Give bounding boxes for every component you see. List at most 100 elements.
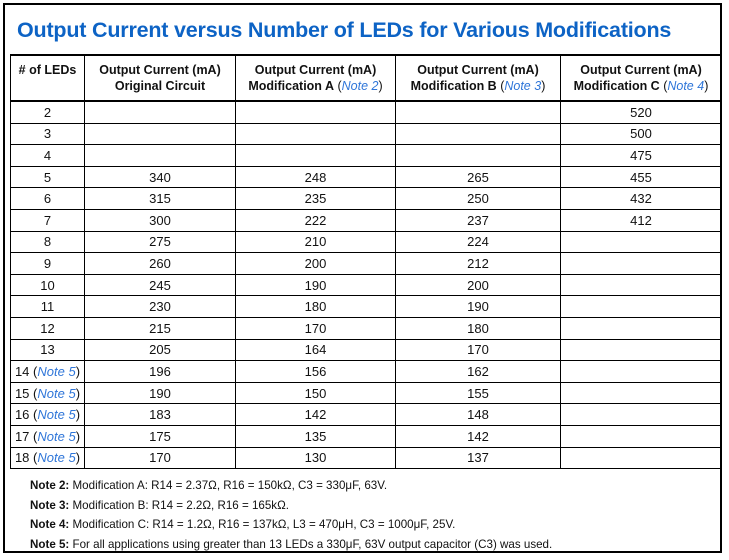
output-current-cell <box>395 144 561 167</box>
note-reference-link[interactable]: Note 5 <box>37 363 76 379</box>
note-reference-link[interactable]: Note 3 <box>504 79 542 93</box>
notes-section: Note 2: Modification A: R14 = 2.37Ω, R16… <box>5 469 720 551</box>
note-text: Modification B: R14 = 2.2Ω, R16 = 165kΩ. <box>72 498 289 512</box>
output-current-cell: 315 <box>84 187 236 210</box>
output-current-cell: 520 <box>560 100 720 124</box>
open-paren: ( <box>333 79 342 93</box>
note-label: Note 5: <box>30 537 73 551</box>
output-current-cell: 237 <box>395 208 561 232</box>
output-current-cell: 180 <box>395 316 561 340</box>
output-current-cell: 200 <box>235 252 396 275</box>
output-current-cell: 265 <box>395 165 561 189</box>
output-current-cell: 250 <box>395 187 561 210</box>
leds-count-cell: 9 <box>10 252 85 275</box>
table-row: 16 (Note 5) 183 142 148 <box>10 403 720 426</box>
leds-count-cell: 5 <box>10 165 85 189</box>
output-current-cell: 215 <box>84 316 236 340</box>
leds-count-cell: 17 (Note 5) <box>10 424 85 448</box>
note-reference-link[interactable]: Note 5 <box>37 407 76 423</box>
output-current-cell: 180 <box>235 295 396 318</box>
table-row: 2 520 <box>10 100 720 124</box>
header-line-2: Original Circuit <box>114 79 206 93</box>
output-current-cell: 300 <box>84 208 236 232</box>
open-paren: ( <box>29 450 38 466</box>
output-current-table: # of LEDs Output Current (mA) Original Cir… <box>10 54 720 470</box>
output-current-cell: 200 <box>395 273 561 297</box>
output-current-cell <box>560 295 720 318</box>
note-reference-link[interactable]: Note 2 <box>341 79 379 93</box>
table-title: Output Current versus Number of LEDs for… <box>17 18 672 42</box>
output-current-cell <box>235 144 396 167</box>
output-current-cell: 500 <box>560 122 720 146</box>
output-current-cell: 162 <box>395 360 561 383</box>
leds-count-cell: 18 (Note 5) <box>10 446 85 470</box>
table-row: 12 215 170 180 <box>10 316 720 340</box>
output-current-cell: 210 <box>235 230 396 254</box>
header-line-2: Modification C (Note 4) <box>573 79 709 93</box>
output-current-cell <box>560 338 720 362</box>
table-body: 2 520 3 500 4 475 5 340 248 265 455 6 315 235 250 432 7 3… <box>10 100 720 470</box>
table-row: 14 (Note 5) 196 156 162 <box>10 360 720 383</box>
output-current-cell: 137 <box>395 446 561 470</box>
note-reference-link[interactable]: Note 5 <box>37 450 76 466</box>
leds-count-cell: 16 (Note 5) <box>10 403 85 426</box>
header-line-1: Output Current (mA) <box>254 63 377 77</box>
output-current-cell <box>235 100 396 124</box>
output-current-cell: 142 <box>235 403 396 426</box>
output-current-cell: 142 <box>395 424 561 448</box>
output-current-cell: 170 <box>84 446 236 470</box>
column-header-col3: Output Current (mA) Modification B (Note … <box>395 54 561 102</box>
note-label: Note 3: <box>30 498 73 512</box>
output-current-cell: 190 <box>395 295 561 318</box>
output-current-cell <box>560 273 720 297</box>
output-current-cell <box>235 122 396 146</box>
output-current-cell: 130 <box>235 446 396 470</box>
note-reference-link[interactable]: Note 4 <box>667 79 705 93</box>
output-current-cell <box>395 122 561 146</box>
table-row: 15 (Note 5) 190 150 155 <box>10 381 720 405</box>
leds-count-cell: 2 <box>10 100 85 124</box>
output-current-cell <box>84 122 236 146</box>
output-current-cell: 222 <box>235 208 396 232</box>
output-current-cell: 248 <box>235 165 396 189</box>
output-current-cell: 170 <box>235 316 396 340</box>
table-row: 13 205 164 170 <box>10 338 720 362</box>
close-paren: ) <box>75 450 81 466</box>
table-row: 3 500 <box>10 122 720 146</box>
output-current-cell <box>560 252 720 275</box>
note-label: Note 4: <box>30 518 73 532</box>
header-line-1: # of LEDs <box>18 63 77 77</box>
note-reference-link[interactable]: Note 5 <box>37 385 76 401</box>
leds-count-cell: 11 <box>10 295 85 318</box>
close-paren: ) <box>378 79 383 93</box>
column-header-col4: Output Current (mA) Modification C (Note … <box>560 54 720 102</box>
table-row: 7 300 222 237 412 <box>10 208 720 232</box>
output-current-cell: 235 <box>235 187 396 210</box>
output-current-cell <box>84 100 236 124</box>
leds-count-cell: 13 <box>10 338 85 362</box>
table-row: 17 (Note 5) 175 135 142 <box>10 424 720 448</box>
note-reference-link[interactable]: Note 5 <box>37 428 76 444</box>
open-paren: ( <box>29 428 38 444</box>
output-current-cell: 245 <box>84 273 236 297</box>
header-line-2: Modification A (Note 2) <box>248 79 383 93</box>
close-paren: ) <box>75 428 81 444</box>
output-current-cell: 275 <box>84 230 236 254</box>
close-paren: ) <box>75 407 81 423</box>
output-current-cell <box>560 446 720 470</box>
leds-count-cell: 14 (Note 5) <box>10 360 85 383</box>
table-row: 9 260 200 212 <box>10 252 720 275</box>
output-current-cell: 148 <box>395 403 561 426</box>
note-label: Note 2: <box>30 479 73 493</box>
table-row: 4 475 <box>10 144 720 167</box>
close-paren: ) <box>75 363 81 379</box>
output-current-cell: 475 <box>560 144 720 167</box>
output-current-cell <box>395 100 561 124</box>
note-line: Note 3: Modification B: R14 = 2.2Ω, R16 … <box>30 496 720 516</box>
open-paren: ( <box>496 79 505 93</box>
header-line-2: Modification B (Note 3) <box>410 79 546 93</box>
datasheet-table-figure: Output Current versus Number of LEDs for… <box>3 3 722 553</box>
output-current-cell: 205 <box>84 338 236 362</box>
table-row: 10 245 190 200 <box>10 273 720 297</box>
leds-count-cell: 6 <box>10 187 85 210</box>
